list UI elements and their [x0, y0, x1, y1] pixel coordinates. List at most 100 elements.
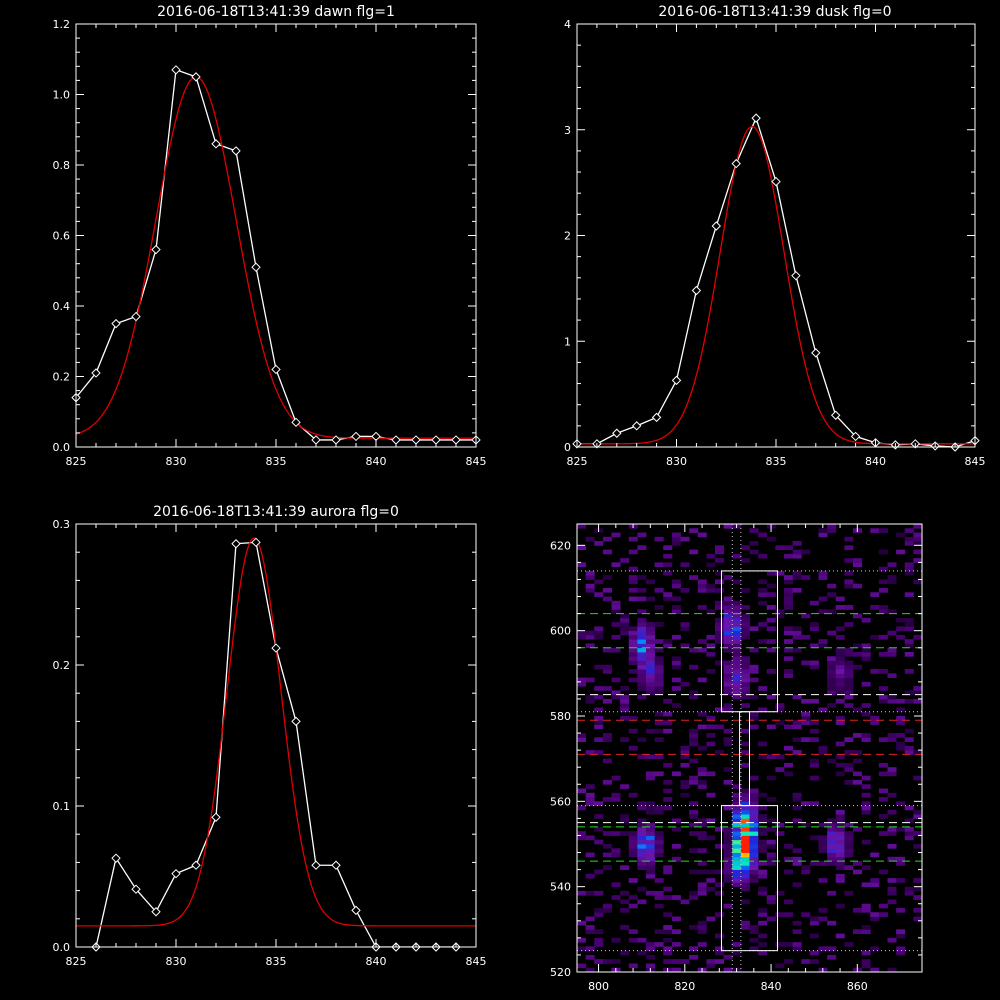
- heat-cell: [585, 570, 595, 576]
- heat-cell: [853, 707, 863, 713]
- heat-cell: [887, 562, 897, 568]
- heat-cell: [749, 844, 759, 849]
- heat-cell: [740, 814, 750, 819]
- heat-cell: [775, 720, 785, 725]
- heat-cell: [715, 844, 725, 849]
- heat-cell: [628, 579, 638, 585]
- heat-cell: [766, 605, 776, 610]
- heat-cell: [775, 613, 785, 619]
- heat-cell: [896, 950, 906, 956]
- heat-cell: [628, 844, 638, 849]
- heat-cell: [689, 954, 699, 960]
- heat-cell: [766, 754, 776, 760]
- heat-cell: [887, 737, 897, 742]
- heat-cell: [689, 528, 699, 533]
- heat-cell: [732, 797, 742, 802]
- heat-cell: [637, 737, 647, 742]
- heat-cell: [749, 788, 759, 794]
- heat-cell: [611, 882, 621, 888]
- dawn-ytick-label: 1.0: [53, 89, 71, 102]
- heat-cell: [878, 528, 888, 533]
- heat-cell: [585, 588, 595, 593]
- heat-cell: [646, 596, 656, 602]
- heat-cell: [654, 890, 664, 896]
- heat-cell: [611, 775, 621, 781]
- heat-cell: [611, 690, 621, 696]
- heat-cell: [663, 959, 673, 964]
- heat-cell: [758, 826, 768, 832]
- heat-cell: [827, 528, 837, 533]
- heat-cell: [732, 852, 742, 858]
- heat-cell: [732, 626, 742, 632]
- heat-cell: [646, 639, 656, 644]
- heat-cell: [853, 750, 863, 755]
- heat-cell: [602, 549, 612, 555]
- heat-cell: [594, 959, 604, 964]
- heat-cell: [732, 814, 742, 819]
- heat-cell: [646, 865, 656, 870]
- heat-cell: [887, 831, 897, 836]
- heat-cell: [870, 634, 880, 640]
- heat-cell: [913, 908, 923, 913]
- heat-cell: [740, 818, 750, 824]
- heat-cell: [732, 831, 742, 836]
- heat-cell: [784, 579, 794, 585]
- heat-cell: [861, 792, 871, 798]
- heat-cell: [732, 690, 742, 696]
- heat-cell: [913, 886, 923, 892]
- heat-cell: [792, 694, 802, 700]
- heat-cell: [904, 737, 914, 742]
- heat-cell: [896, 716, 906, 721]
- heat-cell: [602, 903, 612, 909]
- heat-cell: [827, 954, 837, 960]
- heat-cell: [809, 698, 819, 704]
- heat-cell: [870, 967, 880, 973]
- heat-cell: [844, 767, 854, 772]
- heat-cell: [706, 916, 716, 922]
- heat-cell: [878, 634, 888, 640]
- heat-cell: [827, 831, 837, 836]
- heat-cell: [878, 549, 888, 555]
- heat-cell: [715, 660, 725, 666]
- heat-cell: [628, 660, 638, 666]
- heat-cell: [827, 890, 837, 896]
- heat-cell: [689, 946, 699, 952]
- heat-cell: [732, 848, 742, 853]
- heat-cell: [620, 890, 630, 896]
- heat-cell: [835, 873, 845, 879]
- aurora-data-point: [351, 905, 361, 916]
- heat-cell: [818, 946, 828, 952]
- heat-cell: [697, 861, 707, 866]
- heat-cell: [844, 835, 854, 841]
- heat-cell: [749, 826, 759, 832]
- heat-cell: [801, 912, 811, 917]
- heat-cell: [671, 916, 681, 922]
- heat-cell: [844, 660, 854, 666]
- heat-cell: [870, 882, 880, 888]
- heat-cell: [740, 822, 750, 828]
- panel-aurora: 2016-06-18T13:41:39 aurora flg=0 825 830 8…: [53, 504, 487, 968]
- heat-cell: [671, 605, 681, 610]
- heat-cell: [792, 856, 802, 862]
- heat-cell: [827, 660, 837, 666]
- heat-cell: [758, 912, 768, 917]
- heat-cell: [740, 660, 750, 666]
- heat-cell: [671, 532, 681, 538]
- heat-cell: [904, 698, 914, 704]
- heat-cell: [861, 929, 871, 934]
- dawn-data-point: [351, 431, 361, 442]
- heat-cell: [913, 698, 923, 704]
- heat-cell: [706, 878, 716, 883]
- heat-cell: [758, 839, 768, 845]
- heat-cell: [585, 750, 595, 755]
- heat-cell: [827, 669, 837, 674]
- heat-cell: [740, 788, 750, 794]
- heat-cell: [594, 694, 604, 700]
- axes-frame-aurora: [75, 523, 477, 948]
- heat-cell: [809, 643, 819, 649]
- heat-cell: [784, 844, 794, 849]
- heat-cell: [801, 865, 811, 870]
- heat-cell: [620, 784, 630, 789]
- heat-cell: [732, 673, 742, 678]
- heat-cell: [775, 703, 785, 708]
